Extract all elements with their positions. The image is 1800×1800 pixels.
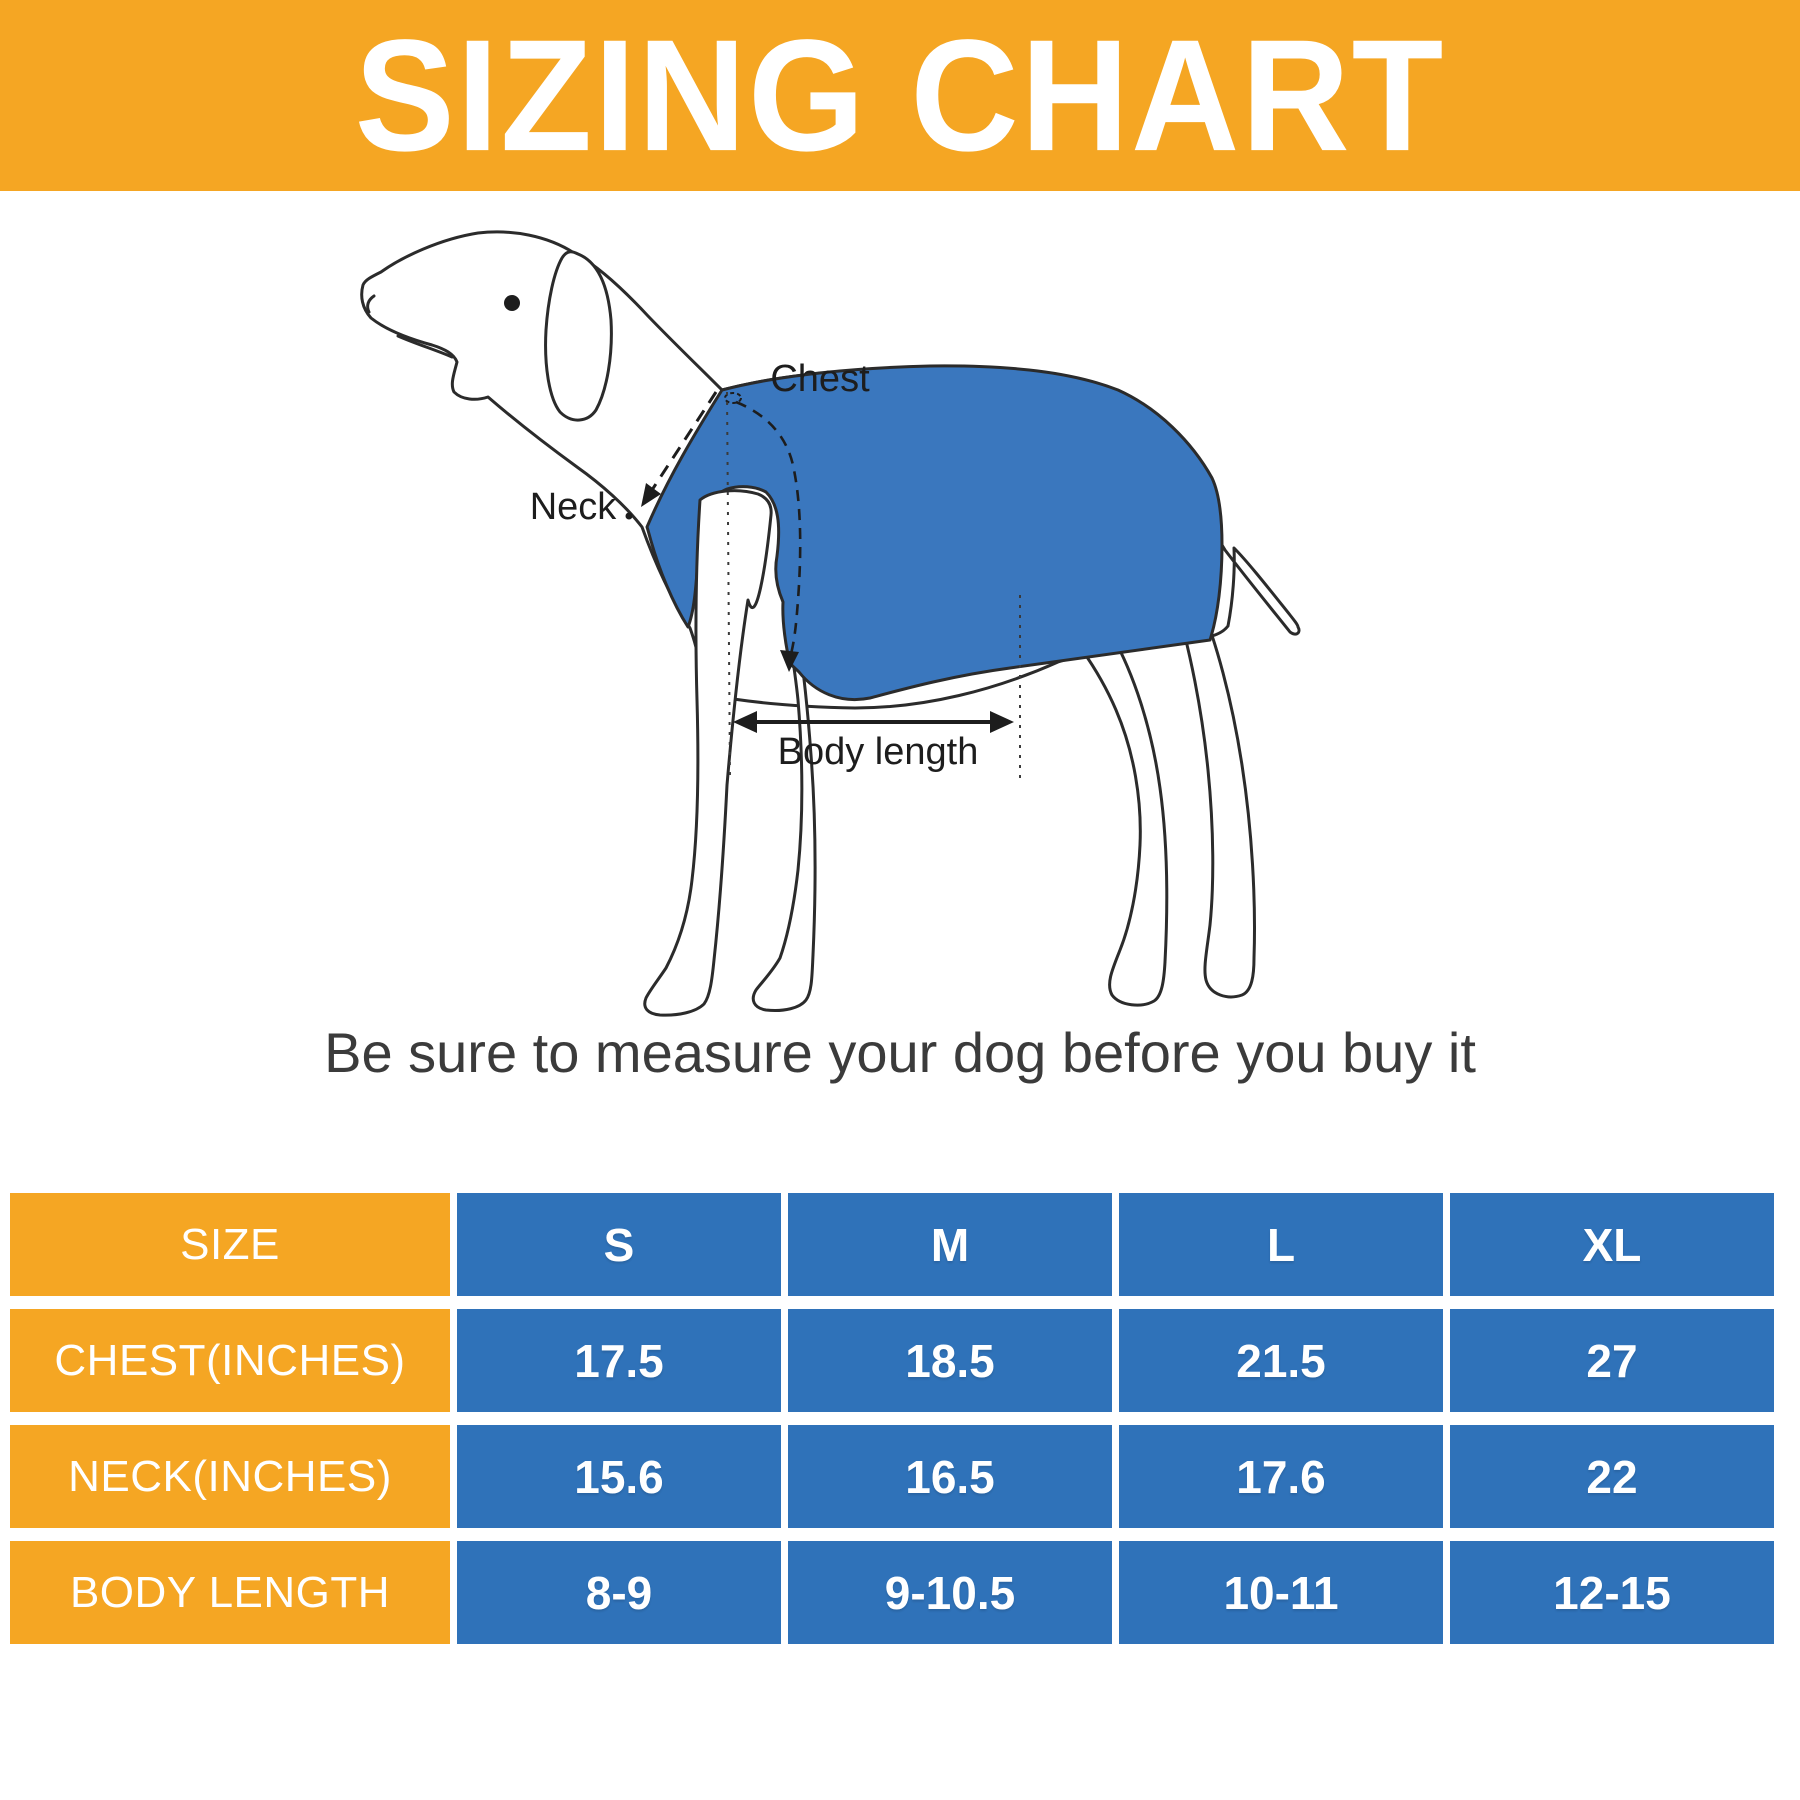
row-label-body-length: BODY LENGTH	[10, 1541, 450, 1644]
page-title: SIZING CHART	[354, 5, 1446, 185]
cell-body-length-s: 8-9	[457, 1541, 781, 1644]
neck-label: Neck	[530, 486, 618, 528]
col-header-s: S	[457, 1193, 781, 1296]
dog-measurement-diagram: Chest Neck Body length	[300, 190, 1350, 1030]
tagline: Be sure to measure your dog before you b…	[324, 1021, 1476, 1084]
cell-neck-m: 16.5	[788, 1425, 1112, 1528]
col-header-m: M	[788, 1193, 1112, 1296]
chest-label: Chest	[770, 358, 870, 400]
dog-ear	[544, 250, 613, 422]
row-label-neck: NECK(INCHES)	[10, 1425, 450, 1528]
size-table: SIZE S M L XL CHEST(INCHES) 17.5 18.5 21…	[10, 1193, 1774, 1644]
col-header-l: L	[1119, 1193, 1443, 1296]
banner: SIZING CHART	[0, 0, 1800, 191]
body-length-left-guide	[726, 391, 731, 779]
row-label-chest: CHEST(INCHES)	[10, 1309, 450, 1412]
cell-chest-s: 17.5	[457, 1309, 781, 1412]
dog-vest	[645, 364, 1224, 702]
dog-near-rear-leg	[1038, 561, 1169, 1007]
dog-nostril	[366, 294, 376, 314]
chest-measure-line	[724, 392, 802, 672]
row-label-size: SIZE	[10, 1193, 450, 1296]
body-length-measure	[726, 391, 1021, 779]
cell-chest-l: 21.5	[1119, 1309, 1443, 1412]
cell-neck-s: 15.6	[457, 1425, 781, 1528]
dog-far-rear-leg	[1173, 596, 1256, 999]
neck-measure-arrow	[625, 391, 718, 520]
dog-eye	[504, 295, 520, 311]
dog-mouth-line	[396, 334, 454, 359]
cell-neck-l: 17.6	[1119, 1425, 1443, 1528]
cell-body-length-l: 10-11	[1119, 1541, 1443, 1644]
cell-neck-xl: 22	[1450, 1425, 1774, 1528]
cell-body-length-m: 9-10.5	[788, 1541, 1112, 1644]
col-header-xl: XL	[1450, 1193, 1774, 1296]
cell-body-length-xl: 12-15	[1450, 1541, 1774, 1644]
cell-chest-m: 18.5	[788, 1309, 1112, 1412]
cell-chest-xl: 27	[1450, 1309, 1774, 1412]
dog-illustration: Chest Neck Body length	[360, 230, 1301, 1017]
dog-near-front-leg	[643, 489, 773, 1017]
body-length-label: Body length	[778, 731, 979, 773]
